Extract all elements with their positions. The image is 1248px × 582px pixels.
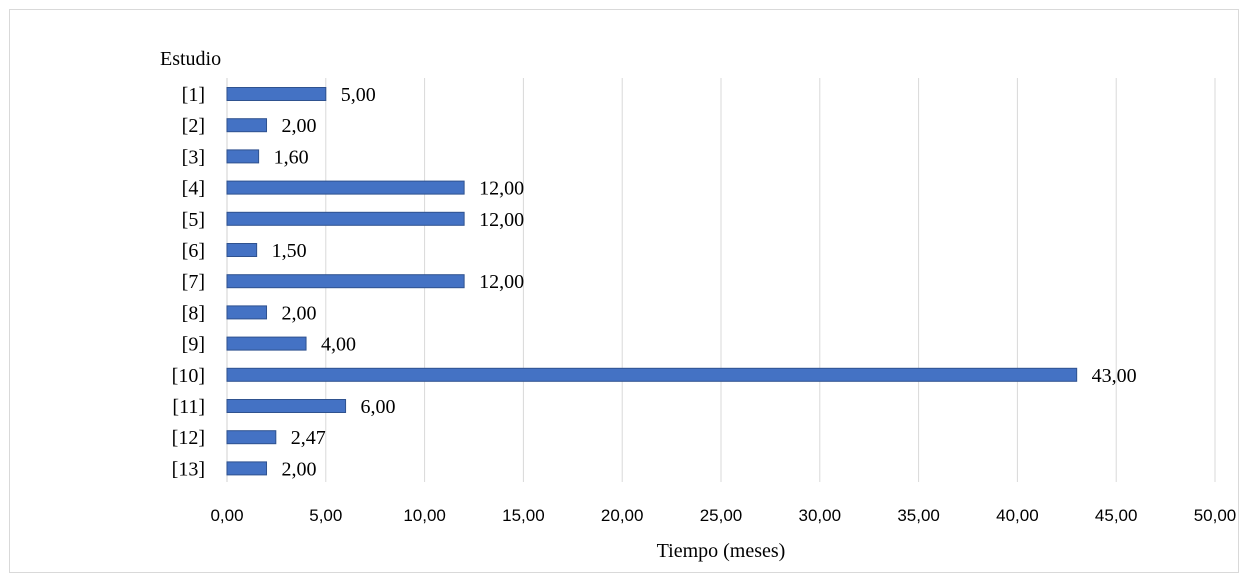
category-label: [6] [182, 240, 205, 262]
x-tick-label: 20,00 [601, 506, 644, 525]
data-label: 2,00 [282, 458, 317, 480]
bar [226, 243, 258, 257]
category-label: [13] [172, 458, 205, 480]
x-tick-label: 40,00 [996, 506, 1039, 525]
category-label: [7] [182, 271, 205, 293]
bars [226, 87, 1078, 476]
category-label: [8] [182, 302, 205, 324]
x-tick-label: 35,00 [897, 506, 940, 525]
category-label: [1] [182, 84, 205, 106]
data-label: 1,50 [272, 240, 307, 262]
bar [226, 367, 1078, 382]
x-tick-label: 10,00 [403, 506, 446, 525]
bar [226, 118, 268, 133]
x-axis-title: Tiempo (meses) [657, 540, 786, 562]
x-tick-label: 45,00 [1095, 506, 1138, 525]
data-label: 5,00 [341, 84, 376, 106]
bar [226, 211, 465, 226]
x-tick-label: 0,00 [210, 506, 243, 525]
bar [226, 430, 277, 445]
data-label: 1,60 [274, 146, 309, 168]
x-tick-label: 30,00 [799, 506, 842, 525]
category-labels: [1] [2] [3] [4] [5] [6] [7] [8] [9] [10] [11] [12] [… [172, 84, 205, 480]
x-tick-label: 25,00 [700, 506, 743, 525]
data-label: 43,00 [1092, 365, 1137, 387]
category-label: [11] [172, 396, 205, 418]
x-tick-label: 50,00 [1194, 506, 1237, 525]
gridlines [226, 78, 1216, 482]
data-label: 6,00 [361, 396, 396, 418]
category-label: [3] [182, 146, 205, 168]
x-tick-label: 15,00 [502, 506, 545, 525]
category-label: [2] [182, 115, 205, 137]
data-label: 2,00 [282, 302, 317, 324]
bar [226, 180, 465, 195]
data-label: 12,00 [479, 271, 524, 293]
bar [226, 87, 327, 101]
y-axis-title: Estudio [160, 48, 221, 70]
x-tick-labels: 0,00 5,00 10,00 15,00 20,00 25,00 30,00 35,00 40… [210, 506, 1236, 525]
bar [226, 461, 268, 476]
category-label: [12] [172, 427, 205, 449]
bar [226, 305, 268, 320]
data-labels: 5,002,001,6012,0012,001,5012,002,004,004… [272, 84, 1137, 480]
bar [226, 336, 307, 351]
category-label: [4] [182, 178, 205, 200]
data-label: 4,00 [321, 334, 356, 356]
category-label: [9] [182, 334, 205, 356]
bar [226, 274, 465, 289]
data-label: 2,47 [291, 427, 326, 449]
category-label: [5] [182, 209, 205, 231]
data-label: 12,00 [479, 178, 524, 200]
chart-frame [9, 9, 1239, 573]
bar [226, 149, 260, 164]
x-tick-label: 5,00 [309, 506, 342, 525]
data-label: 2,00 [282, 115, 317, 137]
data-label: 12,00 [479, 209, 524, 231]
bar [226, 399, 347, 413]
category-label: [10] [172, 365, 205, 387]
